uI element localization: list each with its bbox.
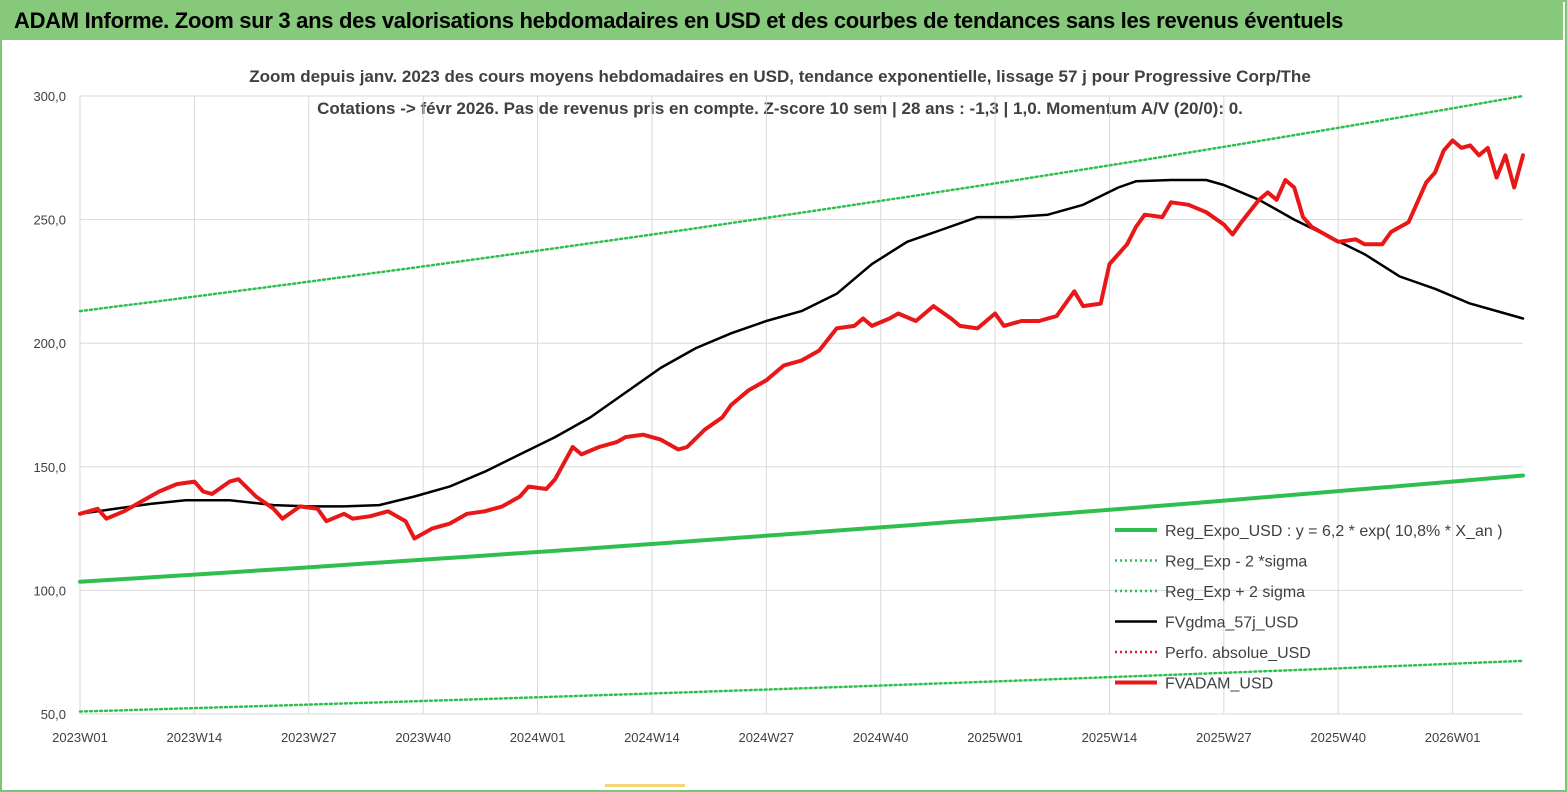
x-tick-label: 2024W01 [510, 730, 566, 745]
x-tick-label: 2024W40 [853, 730, 909, 745]
legend-label: Perfo. absolue_USD [1165, 645, 1311, 662]
x-tick-label: 2024W14 [624, 730, 680, 745]
y-tick-label: 150,0 [33, 460, 66, 475]
series-line-3 [78, 178, 1525, 516]
series-line-2 [78, 94, 1525, 313]
y-tick-label: 250,0 [33, 213, 66, 228]
bottom-accent-mark [605, 784, 685, 787]
x-tick-label: 2025W01 [967, 730, 1023, 745]
y-tick-label: 100,0 [33, 583, 66, 598]
x-tick-label: 2023W01 [52, 730, 108, 745]
legend-label: Reg_Expo_USD : y = 6,2 * exp( 10,8% * X_… [1165, 523, 1503, 540]
title-banner: ADAM Informe. Zoom sur 3 ans des valoris… [0, 0, 1563, 40]
banner-title: ADAM Informe. Zoom sur 3 ans des valoris… [14, 8, 1344, 33]
x-tick-label: 2024W27 [738, 730, 794, 745]
series-line-1 [78, 659, 1525, 713]
series-line-0 [78, 473, 1525, 584]
legend-label: FVADAM_USD [1165, 676, 1273, 693]
chart-title-line2: Cotations -> févr 2026. Pas de revenus p… [317, 99, 1243, 118]
series-line-5 [78, 138, 1525, 541]
legend-label: Reg_Exp + 2 sigma [1165, 584, 1305, 601]
legend-label: Reg_Exp - 2 *sigma [1165, 554, 1307, 571]
x-tick-label: 2023W14 [167, 730, 223, 745]
x-tick-label: 2023W40 [395, 730, 451, 745]
y-tick-label: 300,0 [33, 89, 66, 104]
x-tick-label: 2025W27 [1196, 730, 1252, 745]
y-tick-label: 200,0 [33, 336, 66, 351]
x-tick-label: 2025W40 [1310, 730, 1366, 745]
y-tick-label: 50,0 [41, 707, 66, 722]
x-tick-label: 2023W27 [281, 730, 337, 745]
chart-title-line1: Zoom depuis janv. 2023 des cours moyens … [249, 67, 1311, 86]
x-tick-label: 2026W01 [1425, 730, 1481, 745]
legend-label: FVgdma_57j_USD [1165, 615, 1298, 632]
x-tick-label: 2025W14 [1082, 730, 1138, 745]
